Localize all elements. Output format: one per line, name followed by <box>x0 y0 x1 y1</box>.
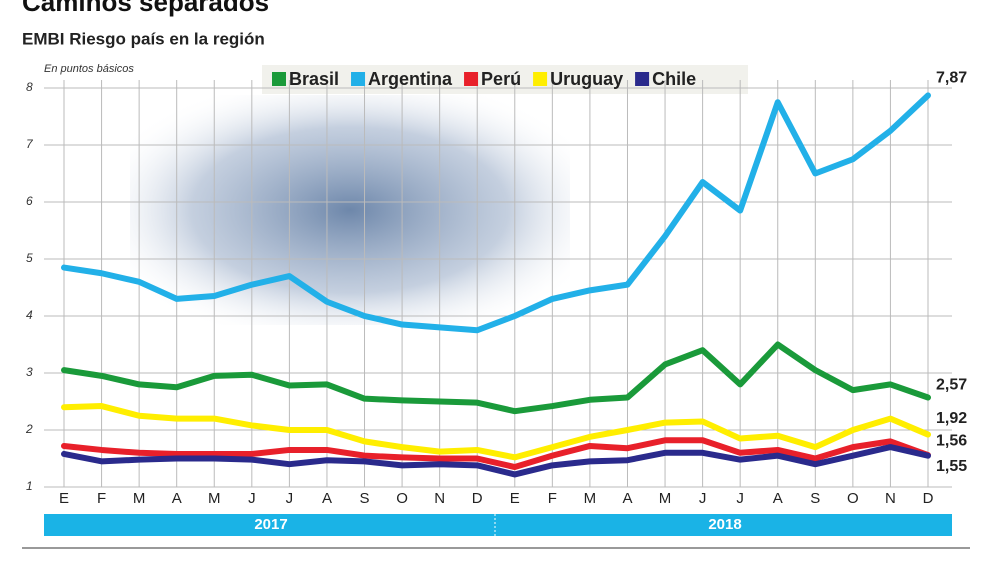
x-tick-label: M <box>584 490 597 507</box>
series-line <box>61 403 931 461</box>
x-tick-label: J <box>248 490 256 507</box>
x-tick-label: J <box>736 490 744 507</box>
value-label: 1,92 <box>936 410 967 427</box>
y-tick-label: 4 <box>26 308 33 322</box>
x-tick-label: A <box>773 490 783 507</box>
x-tick-label: D <box>923 490 934 507</box>
chart-title: Caminos separados <box>22 0 269 17</box>
y-tick-label: 2 <box>25 422 33 436</box>
subtitle: EMBI Riesgo país en la región <box>22 29 265 48</box>
x-tick-label: N <box>885 490 896 507</box>
series-line <box>61 444 931 478</box>
year-bar <box>44 514 952 536</box>
legend-label: Chile <box>652 69 696 89</box>
x-tick-label: E <box>510 490 520 507</box>
legend-label: Uruguay <box>550 69 623 89</box>
value-label: 7,87 <box>936 70 967 87</box>
x-tick-label: M <box>208 490 221 507</box>
series-line <box>61 341 931 415</box>
x-tick-label: E <box>59 490 69 507</box>
x-tick-label: D <box>472 490 483 507</box>
y-axis-label: En puntos básicos <box>44 63 134 75</box>
x-tick-label: A <box>322 490 332 507</box>
x-tick-label: J <box>286 490 294 507</box>
legend-swatch <box>533 72 548 86</box>
value-label: 1,55 <box>936 458 967 475</box>
legend-label: Brasil <box>289 69 339 89</box>
x-tick-label: F <box>548 490 557 507</box>
legend-swatch <box>464 72 479 86</box>
year-label: 2017 <box>254 516 287 533</box>
x-tick-label: O <box>396 490 408 507</box>
legend-box <box>262 65 748 94</box>
legend-label: Argentina <box>368 69 453 89</box>
y-tick-label: 6 <box>26 194 33 208</box>
x-tick-label: M <box>133 490 146 507</box>
x-tick-label: J <box>699 490 707 507</box>
series-line <box>61 92 931 334</box>
y-tick-label: 8 <box>26 80 33 94</box>
x-tick-label: O <box>847 490 859 507</box>
value-label: 1,56 <box>936 432 967 449</box>
x-tick-label: N <box>434 490 445 507</box>
legend-swatch <box>351 72 366 86</box>
y-tick-label: 7 <box>26 137 34 151</box>
legend-swatch <box>635 72 650 86</box>
x-tick-label: S <box>810 490 820 507</box>
legend-label: Perú <box>481 69 521 89</box>
value-label: 2,57 <box>936 377 967 394</box>
background-image <box>130 95 570 325</box>
x-tick-label: A <box>622 490 632 507</box>
x-tick-label: A <box>172 490 182 507</box>
x-tick-label: S <box>360 490 370 507</box>
y-tick-label: 1 <box>26 479 33 493</box>
y-tick-label: 5 <box>26 251 33 265</box>
legend-swatch <box>272 72 286 86</box>
year-label: 2018 <box>708 516 741 533</box>
x-tick-label: F <box>97 490 106 507</box>
y-tick-label: 3 <box>26 365 33 379</box>
x-tick-label: M <box>659 490 672 507</box>
series-line <box>61 437 931 471</box>
